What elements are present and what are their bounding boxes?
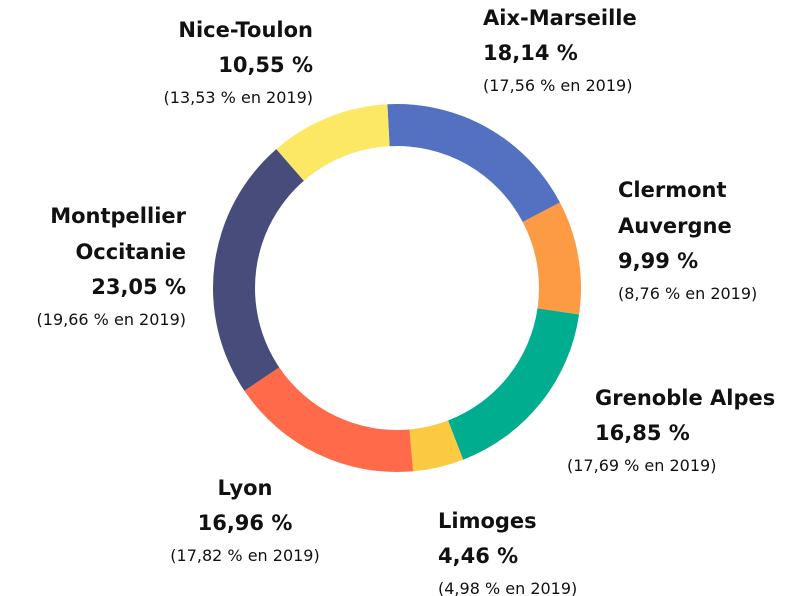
segment-label: Nice-Toulon 10,55 % (13,53 % en 2019) bbox=[100, 12, 313, 114]
label-value: 10,55 % bbox=[218, 53, 313, 77]
donut-segment bbox=[244, 367, 414, 473]
label-name: Limoges bbox=[438, 509, 537, 533]
label-note: (17,69 % en 2019) bbox=[567, 456, 717, 475]
donut-segment bbox=[409, 420, 464, 472]
label-name: Aix-Marseille bbox=[483, 6, 637, 30]
label-value: 9,99 % bbox=[618, 249, 699, 273]
segment-label: Clermont Auvergne 9,99 % (8,76 % en 2019) bbox=[618, 172, 758, 310]
label-note: (17,82 % en 2019) bbox=[170, 546, 320, 565]
donut-segment bbox=[522, 202, 581, 315]
label-value: 16,85 % bbox=[595, 421, 690, 445]
label-note: (19,66 % en 2019) bbox=[36, 310, 186, 329]
label-value: 16,96 % bbox=[197, 511, 293, 535]
label-name: Clermont Auvergne bbox=[618, 178, 732, 238]
label-note: (8,76 % en 2019) bbox=[618, 284, 758, 303]
label-name: Grenoble Alpes bbox=[595, 386, 776, 410]
label-note: (13,53 % en 2019) bbox=[163, 88, 313, 107]
label-value: 18,14 % bbox=[483, 41, 578, 65]
segment-label: Grenoble Alpes 16,85 % (17,69 % en 2019) bbox=[567, 380, 777, 482]
donut-segment bbox=[276, 104, 390, 181]
donut-segment bbox=[448, 308, 580, 460]
label-name: Montpellier Occitanie bbox=[50, 204, 186, 264]
segment-label: Lyon 16,96 % (17,82 % en 2019) bbox=[140, 470, 350, 572]
segment-label: Limoges 4,46 % (4,98 % en 2019) bbox=[438, 503, 638, 596]
label-note: (4,98 % en 2019) bbox=[438, 579, 578, 596]
donut-segment bbox=[387, 104, 560, 223]
donut-segment bbox=[213, 149, 304, 391]
segment-label: Montpellier Occitanie 23,05 % (19,66 % en … bbox=[0, 198, 186, 336]
segment-label: Aix-Marseille 18,14 % (17,56 % en 2019) bbox=[483, 0, 683, 102]
label-value: 23,05 % bbox=[91, 275, 186, 299]
label-name: Nice-Toulon bbox=[178, 18, 313, 42]
label-name: Lyon bbox=[217, 476, 273, 500]
label-note: (17,56 % en 2019) bbox=[483, 76, 633, 95]
label-value: 4,46 % bbox=[438, 544, 519, 568]
